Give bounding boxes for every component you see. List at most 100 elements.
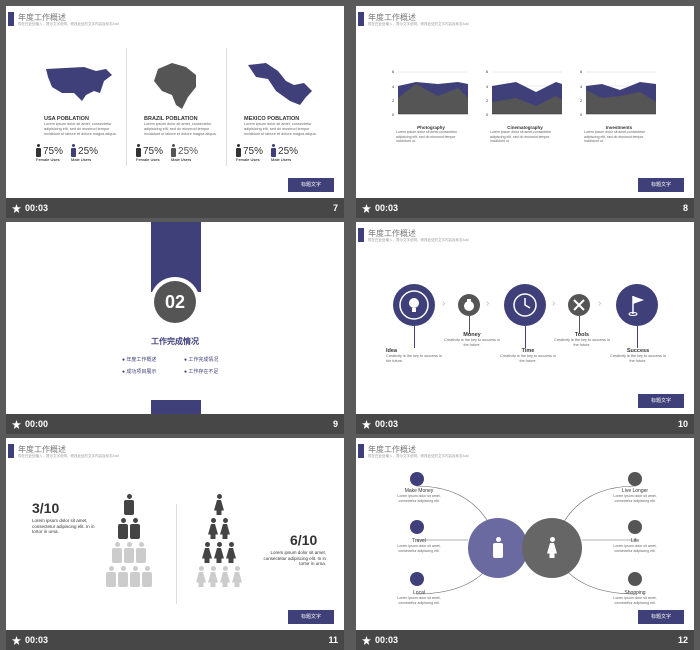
slide-title: 年度工作概述 [368,445,416,454]
y-tick: 6 [392,69,395,74]
slide-footer: 00:03 8 [356,198,694,218]
male-pyramid [106,494,152,614]
transition-star-icon [362,203,371,213]
section-title: 工作完成情况 [151,337,199,346]
slide-subtitle: 现在在此处输入，提示文字说明，修改此处的文字内容及标志Add [368,22,469,26]
male-label: Male Users [171,157,192,162]
transition-star-icon [12,419,21,429]
bottom-ribbon [151,400,201,414]
slide-thumbnail-12[interactable]: 年度工作概述 现在在此处输入，提示文字说明，修改此处的文字内容及标志Add Ma… [356,438,694,650]
y-tick: 6 [580,69,583,74]
female-circle [522,518,582,578]
lightbulb-icon [399,290,429,320]
slide-header: 年度工作概述 现在在此处输入，提示文字说明，修改此处的文字内容及标志Add [356,228,694,246]
bullet-item[interactable]: ● 工作完成情况 [184,357,219,363]
chart-desc: Lorem ipsum dolor sit amet,consectetur a… [396,130,458,143]
step-label: Money [463,332,481,338]
step-text: Creativity is the key to success in the … [386,354,442,363]
slide-thumbnail-10[interactable]: 年度工作概述 现在在此处输入，提示文字说明，修改此处的文字内容及标志Add › … [356,222,694,434]
step-success: Success Creativity is the key to success … [608,348,668,364]
bullet-label: 工作存在不足 [188,369,219,375]
y-tick: 6 [486,69,489,74]
step-text: Creativity is the key to success in the … [554,338,610,347]
title-button[interactable]: 标题文字 [638,610,684,624]
chevron-right-icon: › [552,298,556,309]
gear-icon [628,572,642,586]
airplane-icon [410,520,424,534]
region-name: USA POBLATION [44,116,89,122]
slide-thumbnail-8[interactable]: 年度工作概述 现在在此处输入，提示文字说明，修改此处的文字内容及标志Add 6 4… [356,6,694,218]
male-pct: 25% [78,146,99,157]
bullet-item[interactable]: ● 工作存在不足 [184,369,219,375]
female-icon [136,144,141,157]
slide-title: 年度工作概述 [18,445,66,454]
flag-icon [628,296,644,316]
slide-subtitle: 现在在此处输入，提示文字说明，修改此处的文字内容及标志Add [18,454,119,458]
slide-thumbnail-7[interactable]: 年度工作概述 现在在此处输入，提示文字说明，修改此处的文字内容及标志Add US… [6,6,344,218]
item-shopping: Shopping Lorem ipsum dolor sit amet, cons… [610,590,660,605]
y-tick: 4 [392,84,395,89]
step-text: Creativity is the key to success in the … [444,338,500,347]
female-icon [547,537,557,559]
bullet-label: 工作完成情况 [188,357,219,363]
female-label: Female Uses [36,157,60,162]
slide-number: 12 [677,635,688,645]
area-chart-investments: 6 4 2 0 Investments Lorem ipsum dolor sit a… [580,68,658,144]
money-bag-icon [464,299,474,311]
item-label: Live Longer [621,488,649,494]
item-text: Lorem ipsum dolor sit amet, consectetur … [613,596,657,605]
transition-star-icon [12,203,21,213]
slide-canvas: 年度工作概述 现在在此处输入，提示文字说明，修改此处的文字内容及标志Add US… [6,6,344,198]
item-label: Make Money [404,488,434,494]
chart-desc: Lorem ipsum dolor sit amet,consectetur a… [490,130,552,143]
title-button[interactable]: 标题文字 [638,178,684,192]
slide-number: 9 [332,419,338,429]
item-label: Shopping [624,590,646,596]
area-chart-cinematography: 6 4 2 0 Cinematography Lorem ipsum dolor si… [486,68,564,144]
region-text: Lorem ipsum dolor sit amet, consectetur … [244,122,317,136]
left-text: Lorem ipsum dolor sit amet, consectetur … [32,518,95,534]
transition-star-icon [362,419,371,429]
section-number-badge: 02 [154,281,196,323]
male-icon [171,144,177,157]
region-name: BRAZIL POBLATION [144,116,198,122]
slide-footer: 00:03 10 [356,414,694,434]
region-text: Lorem ipsum dolor sit amet, consectetur … [44,122,117,136]
tools-icon [573,299,585,311]
slide-thumbnail-11[interactable]: 年度工作概述 现在在此处输入，提示文字说明，修改此处的文字内容及标志Add 3/… [6,438,344,650]
item-label: Life [630,538,640,544]
slide-title: 年度工作概述 [368,229,416,238]
tools-step-circle [568,294,590,316]
female-label: Female Uses [136,157,160,162]
chart-title: Photography [417,125,445,130]
bullet-item[interactable]: ● 成功项目展示 [122,369,157,375]
slide-number: 8 [682,203,688,213]
title-button[interactable]: 标题文字 [288,178,334,192]
step-label: Time [521,348,535,354]
step-tools: Tools Creativity is the key to success in… [552,332,612,348]
female-icon [36,144,41,157]
title-button[interactable]: 标题文字 [288,610,334,624]
slide-timing: 00:03 [25,635,49,645]
slide-footer: 00:03 11 [6,630,344,650]
bullet-label: 年度工作概述 [126,357,157,363]
item-label: Travel [412,538,426,544]
globe-icon [628,520,642,534]
slide-canvas: 02 工作完成情况 ● 年度工作概述 ● 工作完成情况 ● 成功项目展示 ● 工… [6,222,344,414]
step-label: Success [626,348,650,354]
item-text: Lorem ipsum dolor sit amet, consectetur … [613,544,657,553]
location-pin-icon [410,572,424,586]
transition-star-icon [362,635,371,645]
slide-number: 11 [328,635,338,645]
slide-thumbnail-9[interactable]: 02 工作完成情况 ● 年度工作概述 ● 工作完成情况 ● 成功项目展示 ● 工… [6,222,344,434]
slide-number: 7 [332,203,338,213]
item-life: Life Lorem ipsum dolor sit amet, consecte… [610,538,660,553]
idea-step-circle [393,284,435,326]
region-mexico: MEXICO POBLATION Lorem ipsum dolor sit a… [244,116,324,137]
slide-title: 年度工作概述 [368,13,416,22]
time-step-circle [504,284,546,326]
female-pct: 75% [143,146,164,157]
title-button[interactable]: 标题文字 [638,394,684,408]
bullet-item[interactable]: ● 年度工作概述 [122,357,157,363]
pencil-icon [628,472,642,486]
